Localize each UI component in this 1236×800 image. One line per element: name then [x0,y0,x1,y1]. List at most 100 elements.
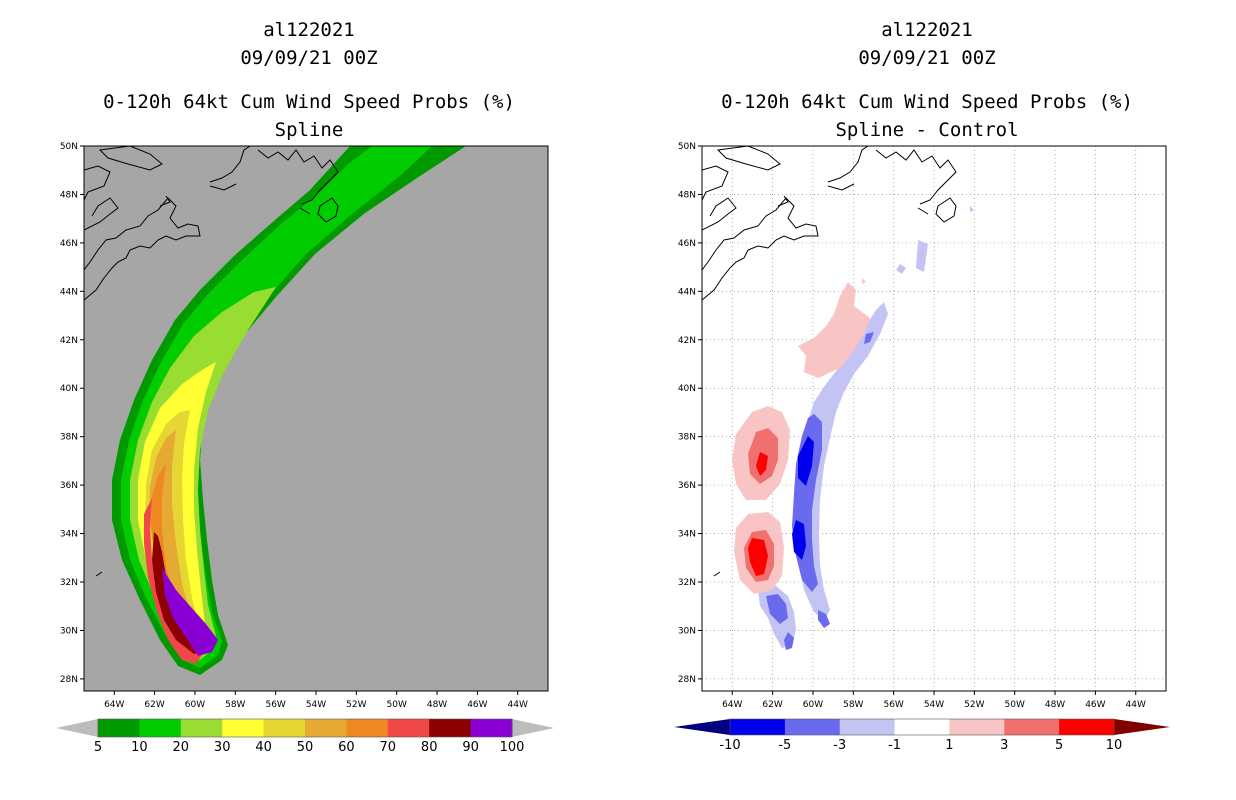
colorbar-swatch [346,719,389,737]
lon-tick-label: 48W [427,700,447,710]
datetime: 09/09/21 00Z [240,47,378,69]
lat-tick-label: 34N [60,530,78,540]
coastline [702,146,957,577]
lat-tick-label: 50N [678,142,696,152]
right-chart-panel: al122021 09/09/21 00Z 0-120h 64kt Cum Wi… [618,0,1236,800]
colorbar-swatch [98,719,140,737]
lat-tick-label: 28N [678,675,696,685]
contour-plus-3 [798,282,870,378]
colorbar-label: 3 [1000,738,1008,753]
colorbar-swatch [180,719,223,737]
contour-minus-3-spot-a [916,240,928,272]
coastline [84,146,339,577]
lat-tick-label: 40N [678,384,696,394]
lon-tick-label: 64W [104,700,124,710]
difference-contours [702,146,974,650]
map-svg: 64W 62W 60W 58W 56W 54W 52W 50W 48W 46W 44W 50N 48N 4… [674,142,1170,753]
chart-subtitle: Spline [274,119,344,141]
colorbar-swatch [894,719,950,735]
lon-tick-label: 60W [803,700,823,710]
contour-minus-3 [796,302,888,620]
lat-tick-label: 32N [678,578,696,588]
colorbar-label: 5 [1055,738,1063,753]
colorbar-swatch [730,719,786,735]
lat-tick-label: 46N [678,239,696,249]
contour-minus-5-d [818,610,830,628]
contour-80 [152,532,210,654]
lat-tick-label: 42N [678,336,696,346]
lat-tick-label: 42N [60,336,78,346]
lon-tick-label: 58W [843,700,863,710]
lon-tick-label: 58W [225,700,245,710]
contour-plus-10-b [748,538,768,576]
lon-tick-label: 44W [508,700,528,710]
chart-title: 0-120h 64kt Cum Wind Speed Probs (%) [103,91,515,113]
contour-minus-5-c [784,632,794,650]
colorbar-swatch [387,719,430,737]
colorbar-label: 90 [462,740,479,755]
lat-tick-label: 34N [678,530,696,540]
lat-tick-label: 46N [60,239,78,249]
lon-tick-label: 56W [265,700,285,710]
colorbar-swatch [139,719,182,737]
colorbar-label: 100 [500,740,525,755]
colorbar-label: 50 [297,740,314,755]
contour-90 [162,568,218,656]
colorbar-label: 5 [94,740,102,755]
map-axes: 64W 62W 60W 58W 56W 54W 52W 50W 48W 46W 44W 50N 48N 4… [678,142,1146,710]
storm-id: al122021 [881,19,973,41]
colorbar-end-left [674,719,730,735]
lat-tick-label: 44N [678,287,696,297]
colorbar-label: 60 [338,740,355,755]
lon-tick-label: 54W [924,700,944,710]
colorbar-end-left [56,719,98,737]
colorbar-label: 10 [131,740,148,755]
lat-tick-label: 40N [60,384,78,394]
lon-tick-label: 62W [762,700,782,710]
contour-minus-5-b [766,594,788,624]
map-svg: 64W 62W 60W 58W 56W 54W 52W 50W 48W 46W 44W 50N 48N 4… [56,142,554,755]
colorbar-label: 20 [173,740,190,755]
colorbar-swatch [839,719,896,735]
lon-tick-label: 62W [144,700,164,710]
colorbar-label: 70 [380,740,397,755]
lon-tick-label: 56W [883,700,903,710]
chart-subtitle: Spline - Control [835,119,1019,141]
contour-plus-10 [756,452,768,476]
lat-tick-label: 30N [60,626,78,636]
colorbar-label: -10 [719,738,740,753]
colorbar-swatch [429,719,472,737]
lat-tick-label: 36N [60,481,78,491]
colorbar-label: 10 [1106,738,1123,753]
colorbar-swatch [784,719,841,735]
colorbar-label: -5 [778,738,791,753]
contour-minus-3-spot-b [896,264,906,274]
lon-tick-label: 44W [1126,700,1146,710]
colorbar-end-right [1114,719,1170,735]
colorbar: -10 -5 -3 -1 1 3 5 10 [674,718,1170,753]
colorbar-swatch [1004,719,1060,735]
storm-id: al122021 [263,19,355,41]
lat-tick-label: 48N [60,190,78,200]
contour-minus-10-b [792,520,806,560]
colorbar: 5 10 20 30 40 50 60 70 80 90 100 [56,718,554,755]
colorbar-swatch [222,719,265,737]
lat-tick-label: 48N [678,190,696,200]
lon-tick-label: 46W [467,700,487,710]
lon-tick-label: 48W [1045,700,1065,710]
probability-contours [84,146,466,675]
lat-tick-label: 44N [60,287,78,297]
colorbar-label: 30 [214,740,231,755]
lat-tick-label: 50N [60,142,78,152]
colorbar-label: -3 [833,738,846,753]
colorbar-swatch [949,719,1005,735]
lon-tick-label: 52W [346,700,366,710]
colorbar-outline [729,718,1115,736]
colorbar-swatch [263,719,306,737]
colorbar-swatch [470,719,513,737]
lon-tick-label: 46W [1085,700,1105,710]
colorbar-outline [97,718,513,738]
colorbar-swatch [1059,719,1115,735]
colorbar-end-right [512,719,554,737]
contour-plus-3-spot [862,278,866,284]
